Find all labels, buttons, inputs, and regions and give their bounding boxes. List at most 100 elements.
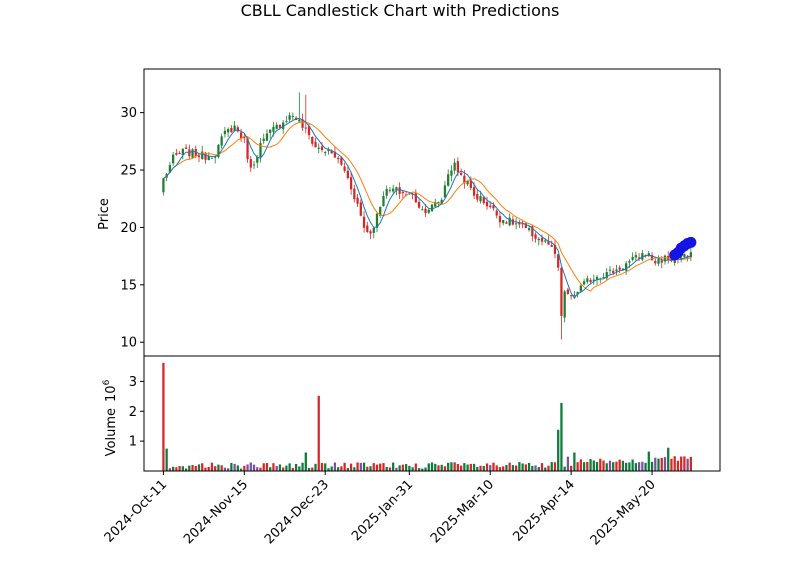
candle-body xyxy=(515,223,518,225)
candle-body xyxy=(427,209,430,213)
volume-bar xyxy=(191,465,194,471)
volume-bar xyxy=(579,459,582,471)
volume-bar xyxy=(612,462,615,471)
candle-body xyxy=(592,279,595,281)
volume-bar xyxy=(223,467,227,471)
volume-scale-exponent: 6 xyxy=(102,379,112,385)
volume-bar xyxy=(217,464,220,471)
candle-body xyxy=(171,154,175,164)
candle-body xyxy=(485,201,489,207)
candle-body xyxy=(482,196,485,204)
volume-bar xyxy=(450,462,453,471)
volume-bar xyxy=(184,468,188,471)
volume-bar xyxy=(175,467,178,471)
candle-body xyxy=(466,180,469,185)
candle-body xyxy=(239,132,243,139)
volume-bar xyxy=(379,463,382,471)
volume-bar xyxy=(573,452,576,471)
candle-body xyxy=(369,231,372,234)
volume-bar xyxy=(618,459,621,471)
candle-body xyxy=(285,121,288,123)
volume-bar xyxy=(495,465,498,471)
volume-bar xyxy=(586,462,589,471)
candle-body xyxy=(311,137,314,144)
volume-bar xyxy=(330,466,333,471)
volume-bar xyxy=(259,467,262,471)
volume-bar xyxy=(515,465,518,471)
candle-body xyxy=(550,245,553,247)
candle-body xyxy=(602,277,605,279)
volume-bar xyxy=(557,429,560,471)
volume-bar xyxy=(505,464,508,471)
volume-bar xyxy=(524,464,527,471)
candle-body xyxy=(437,201,440,203)
volume-bar xyxy=(534,465,537,471)
price-tick-label: 30 xyxy=(120,106,137,121)
volume-bar xyxy=(227,468,230,471)
volume-bar xyxy=(188,465,191,471)
candle-body xyxy=(408,193,411,195)
volume-bar xyxy=(214,466,217,471)
volume-bar xyxy=(252,464,256,471)
candle-body xyxy=(492,205,495,209)
x-tick-label: 2025-Jan-31 xyxy=(349,477,416,544)
volume-bar xyxy=(349,463,353,471)
candle-body xyxy=(175,153,178,155)
candle-body xyxy=(317,147,320,149)
volume-bar xyxy=(424,467,427,471)
candle-body xyxy=(654,260,657,264)
candle-body xyxy=(479,196,482,202)
candle-body xyxy=(417,201,421,208)
candle-body xyxy=(388,189,392,191)
candle-body xyxy=(537,238,540,241)
volume-bar xyxy=(233,463,236,471)
volume-bar xyxy=(463,463,466,471)
candle-body xyxy=(472,187,476,196)
candle-body xyxy=(327,149,330,152)
candle-body xyxy=(272,126,275,132)
volume-bar xyxy=(453,462,456,471)
volume-bar xyxy=(434,463,437,471)
candle-body xyxy=(683,253,686,258)
volume-bar xyxy=(375,464,379,471)
volume-bar xyxy=(602,460,605,471)
volume-bar xyxy=(272,463,275,471)
volume-bar xyxy=(298,466,301,471)
volume-bar xyxy=(165,448,168,471)
volume-bar xyxy=(427,463,430,471)
candle-body xyxy=(476,193,479,200)
x-tick-label: 2025-May-20 xyxy=(588,477,659,548)
volume-bar xyxy=(657,458,660,471)
volume-bar xyxy=(294,463,298,471)
candle-body xyxy=(621,268,625,271)
candle-body xyxy=(595,276,599,280)
x-axis: 2024-Oct-11 2024-Nov-15 2024-Dec-23 2025-Ja… xyxy=(102,471,659,548)
candle-body xyxy=(259,143,262,157)
candle-body xyxy=(463,175,466,184)
candle-body xyxy=(508,217,511,226)
candle-body xyxy=(440,199,443,204)
volume-bar xyxy=(320,462,324,471)
candle-body xyxy=(453,162,456,171)
price-tick-label: 15 xyxy=(120,278,137,293)
volume-bar xyxy=(385,466,388,471)
candle-body xyxy=(288,115,291,120)
volume-bar xyxy=(472,463,476,471)
volume-bar xyxy=(382,463,385,471)
volume-bar xyxy=(220,465,223,471)
candle-body xyxy=(657,259,660,264)
candle-body xyxy=(184,147,188,149)
candlesticks xyxy=(162,92,693,340)
volume-bar xyxy=(411,467,414,471)
price-tick-label: 20 xyxy=(120,221,137,236)
volume-bar xyxy=(353,467,356,471)
candle-body xyxy=(330,150,333,154)
candle-body xyxy=(540,237,544,242)
candle-body xyxy=(447,174,450,186)
volume-bar xyxy=(359,462,362,471)
volume-bar xyxy=(650,461,654,471)
volume-tick-label: 3 xyxy=(129,375,137,390)
volume-bar xyxy=(243,465,246,471)
volume-bar xyxy=(366,466,369,471)
volume-bar xyxy=(608,460,612,471)
